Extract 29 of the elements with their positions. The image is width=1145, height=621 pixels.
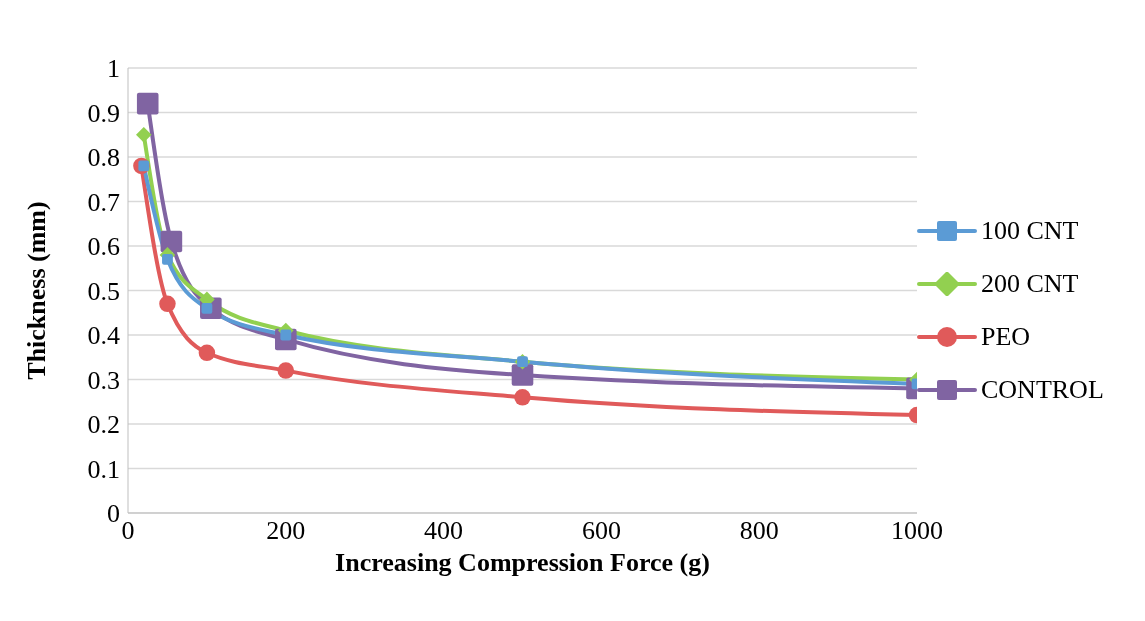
y-tick-label: 0.6 <box>87 232 120 262</box>
legend-label: 200 CNT <box>981 269 1079 299</box>
x-tick-label: 200 <box>266 516 306 546</box>
legend-label: CONTROL <box>981 375 1104 405</box>
point <box>136 92 159 115</box>
point <box>277 362 295 379</box>
y-tick-label: 0.8 <box>87 143 120 173</box>
y-tick-label: 0.9 <box>87 98 120 128</box>
point <box>159 295 176 313</box>
x-tick-label: 400 <box>424 516 464 546</box>
point <box>198 344 216 362</box>
x-tick-label: 800 <box>739 516 779 546</box>
point <box>511 364 534 386</box>
x-tick-label: 1000 <box>891 516 943 546</box>
y-tick-label: 0.2 <box>87 410 120 440</box>
point <box>135 126 152 143</box>
y-tick-label: 0.4 <box>87 321 120 351</box>
x-tick-label: 600 <box>581 516 621 546</box>
y-tick-label: 1 <box>107 54 120 84</box>
x-axis-title: Increasing Compression Force (g) <box>335 548 710 577</box>
y-axis-title: Thickness (mm) <box>22 201 52 380</box>
legend-label: 100 CNT <box>981 216 1079 246</box>
point <box>162 253 173 265</box>
y-tick-label: 0.1 <box>87 454 120 484</box>
y-tick-label: 0.5 <box>87 276 120 306</box>
y-tick-label: 0.7 <box>87 187 120 217</box>
legend-label: PEO <box>981 322 1031 352</box>
point <box>514 389 531 406</box>
y-tick-label: 0.3 <box>87 365 120 395</box>
